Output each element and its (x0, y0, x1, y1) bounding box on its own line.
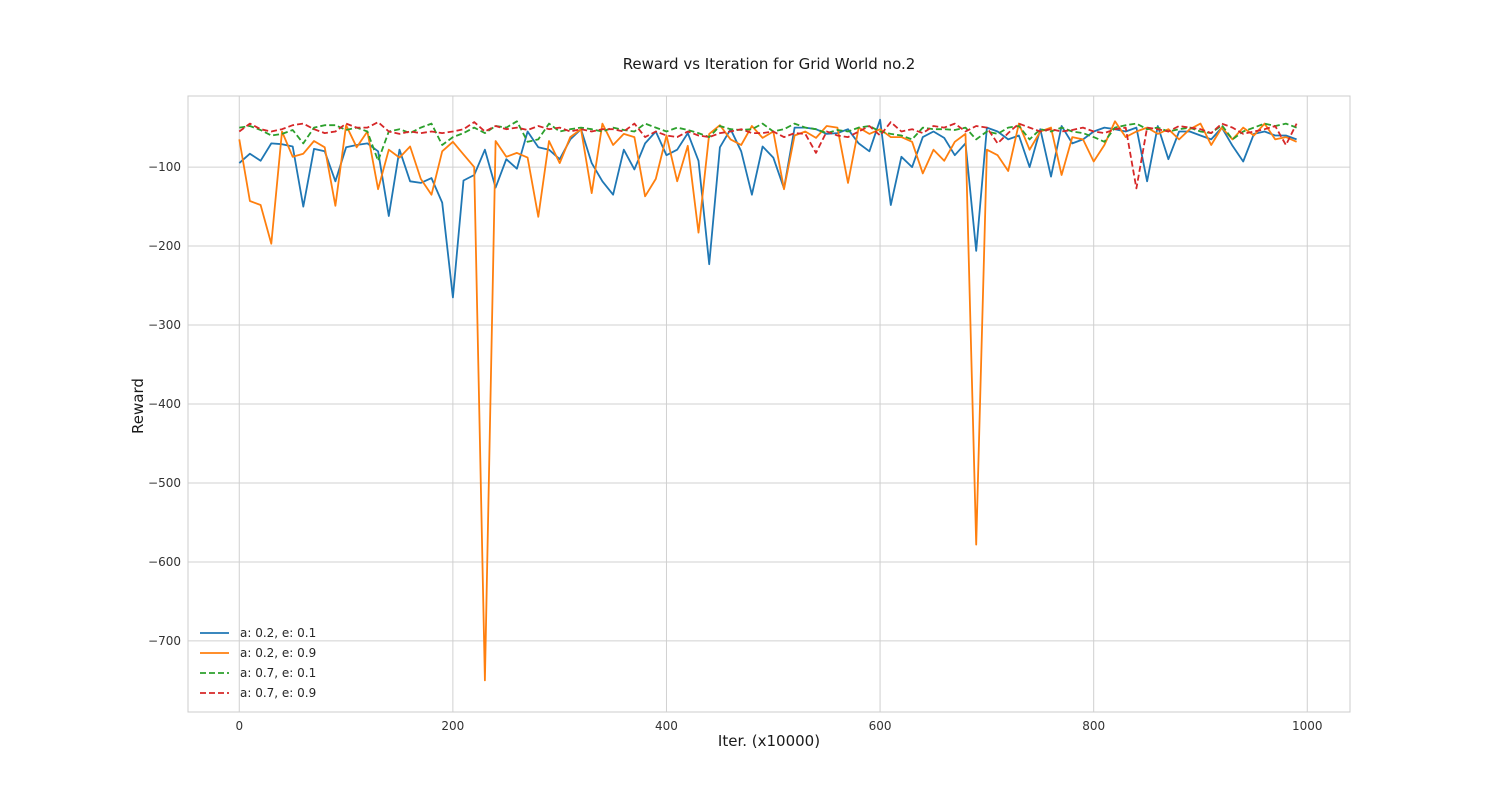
legend-entry: a: 0.2, e: 0.1 (240, 626, 316, 640)
grid-lines (188, 96, 1350, 712)
x-tick-label: 0 (235, 719, 243, 733)
y-tick-label: −600 (148, 555, 181, 569)
y-tick-label: −500 (148, 476, 181, 490)
series-line-3 (239, 120, 1297, 162)
x-axis-label: Iter. (x10000) (718, 732, 820, 750)
x-tick-label: 800 (1082, 719, 1105, 733)
x-tick-label: 200 (441, 719, 464, 733)
chart-title: Reward vs Iteration for Grid World no.2 (623, 55, 916, 73)
x-tick-label: 400 (655, 719, 678, 733)
tick-labels: 0 200 400 600 800 1000 −100 −200 −300 −400 −500 −60… (148, 160, 1323, 733)
y-tick-label: −300 (148, 318, 181, 332)
y-axis-label: Reward (129, 378, 147, 434)
legend-entry: a: 0.7, e: 0.9 (240, 686, 316, 700)
x-tick-label: 1000 (1292, 719, 1323, 733)
y-tick-label: −200 (148, 239, 181, 253)
y-tick-label: −700 (148, 634, 181, 648)
legend-entry: a: 0.7, e: 0.1 (240, 666, 316, 680)
series-layer (238, 118, 1298, 682)
legend-entry: a: 0.2, e: 0.9 (240, 646, 316, 660)
y-tick-label: −100 (148, 160, 181, 174)
legend: a: 0.2, e: 0.1 a: 0.2, e: 0.9 a: 0.7, e: 0… (200, 626, 316, 700)
x-tick-label: 600 (869, 719, 892, 733)
series-line-4 (238, 121, 1298, 190)
y-tick-label: −400 (148, 397, 181, 411)
